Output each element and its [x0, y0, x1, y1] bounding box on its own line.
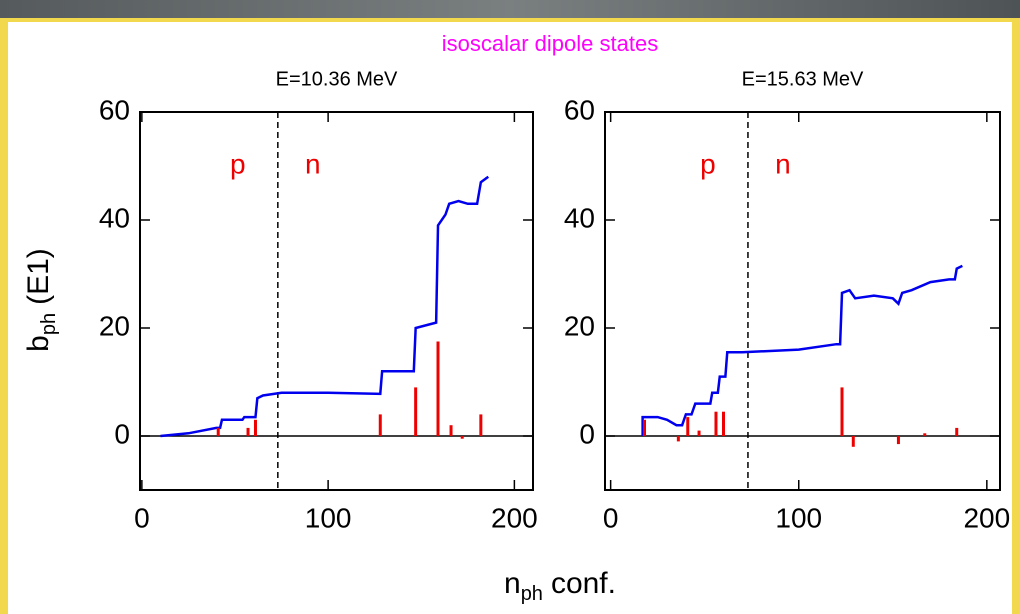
x-label-main: n — [504, 567, 521, 600]
y-label-rest: (E1) — [22, 248, 55, 305]
y-tick-label: 40 — [564, 202, 595, 233]
slide-panel — [8, 22, 1012, 614]
x-tick-label: 200 — [491, 502, 538, 533]
annotation: p — [230, 148, 246, 179]
y-tick-label: 40 — [99, 202, 130, 233]
x-axis-label: nph conf. — [504, 567, 616, 605]
y-label-main: b — [22, 335, 55, 352]
y-label-sub: ph — [38, 313, 60, 335]
plot-frame — [139, 111, 534, 491]
x-tick-label: 0 — [134, 502, 150, 533]
y-axis-label: bph (E1) — [22, 248, 60, 352]
y-tick-label: 60 — [99, 94, 130, 125]
x-tick-label: 200 — [963, 502, 1010, 533]
y-tick-label: 20 — [99, 310, 130, 341]
annotation: p — [700, 148, 716, 179]
x-tick-label: 100 — [775, 502, 822, 533]
x-label-sub: ph — [521, 583, 543, 605]
chart-title: isoscalar dipole states — [442, 31, 658, 56]
y-tick-label: 0 — [579, 418, 595, 449]
cumulative-line — [641, 264, 963, 436]
y-tick-label: 60 — [564, 94, 595, 125]
y-tick-label: 20 — [564, 310, 595, 341]
panel-title: E=15.63 MeV — [742, 68, 864, 90]
panel-title: E=10.36 MeV — [276, 68, 398, 90]
top-band — [0, 0, 1020, 18]
cumulative-line — [160, 175, 490, 438]
annotation: n — [305, 148, 321, 179]
x-tick-label: 0 — [603, 502, 619, 533]
y-tick-label: 0 — [114, 418, 130, 449]
x-label-rest: conf. — [551, 567, 616, 600]
plot-frame — [604, 111, 1001, 491]
annotation: n — [775, 148, 791, 179]
x-tick-label: 100 — [305, 502, 352, 533]
